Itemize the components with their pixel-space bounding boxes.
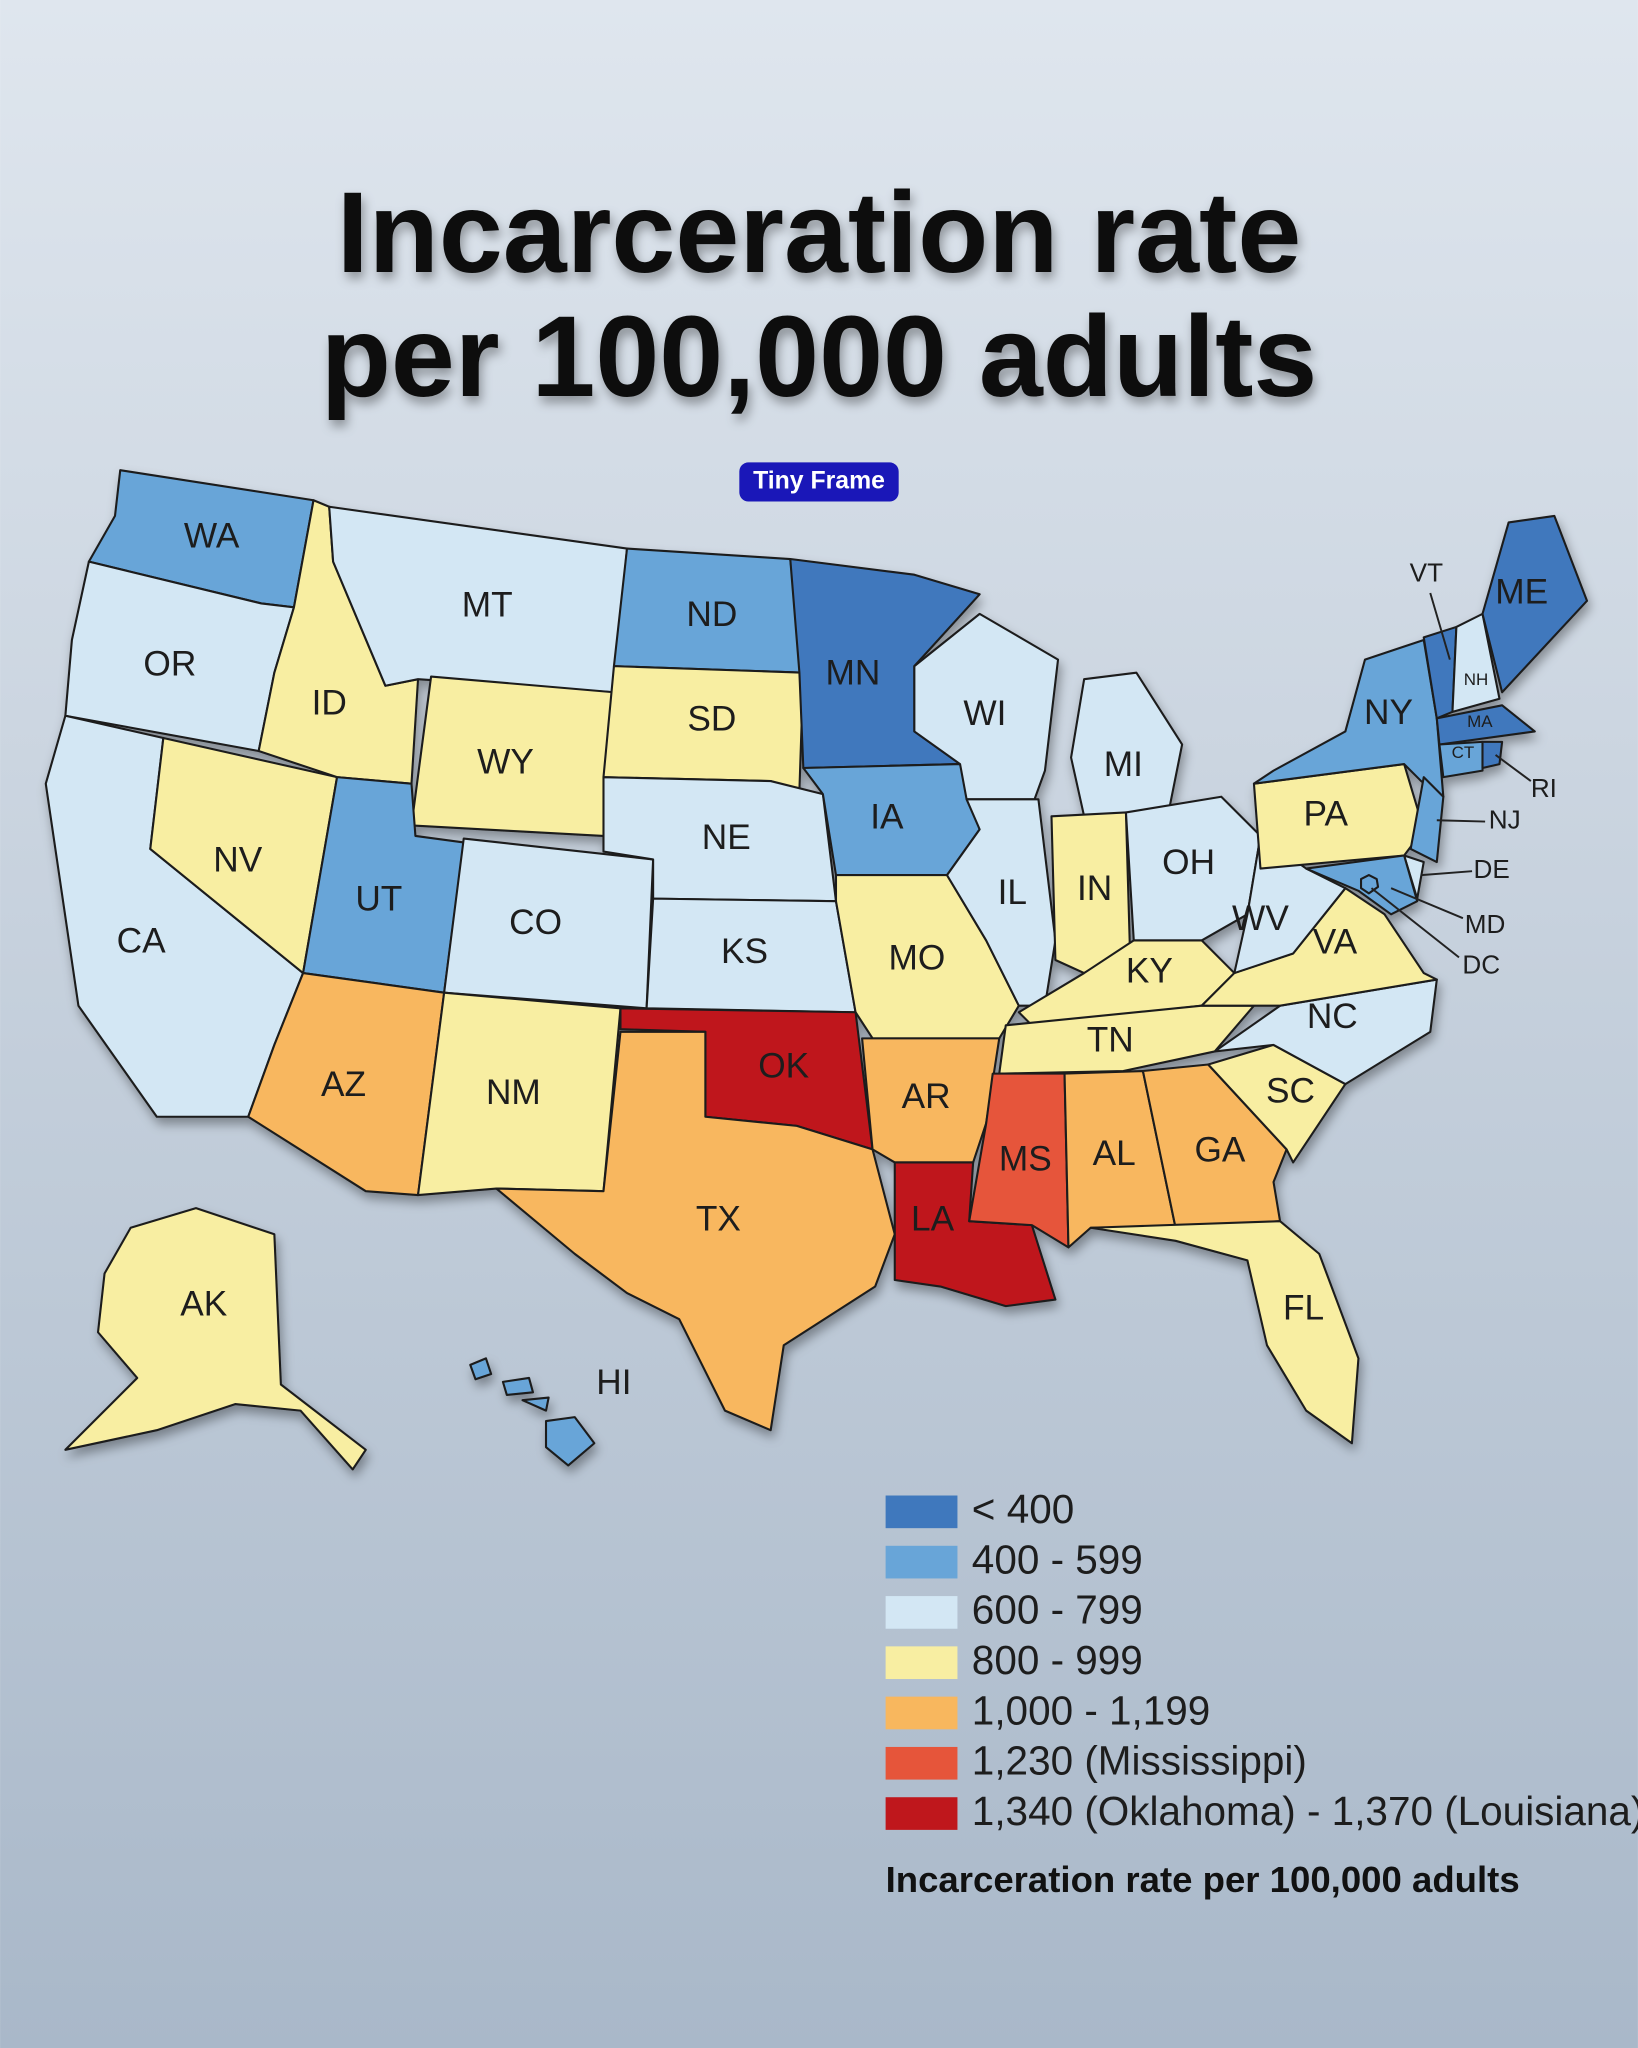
legend-title: Incarceration rate per 100,000 adults xyxy=(886,1859,1520,1900)
state xyxy=(1089,1220,1360,1445)
state xyxy=(1451,612,1501,713)
state-label: AZ xyxy=(321,1065,366,1104)
state-label: LA xyxy=(911,1200,955,1239)
state xyxy=(469,1357,493,1381)
state-label: KY xyxy=(1126,951,1173,990)
state-label: MO xyxy=(889,938,946,977)
state-label: WI xyxy=(963,694,1006,733)
legend-swatch xyxy=(885,1746,958,1780)
state-label: ND xyxy=(686,595,737,634)
state-label: NE xyxy=(702,818,751,857)
state xyxy=(495,1030,896,1432)
state-label: NC xyxy=(1307,997,1358,1036)
state-label: OH xyxy=(1162,843,1215,882)
state-label: NM xyxy=(486,1073,541,1112)
state-labels: WA OR CA NV ID MT WY UT CO AZ NM ND SD NE KS OK TX MN IA MO… xyxy=(117,516,1557,1401)
state-label: TX xyxy=(696,1200,741,1239)
legend-swatch xyxy=(885,1596,958,1629)
state-label: AK xyxy=(180,1284,228,1323)
state-label: ID xyxy=(312,684,347,723)
state xyxy=(893,1161,1057,1308)
state-label: TN xyxy=(1087,1021,1134,1060)
legend-label: 600 - 799 xyxy=(972,1587,1143,1633)
state-label: CA xyxy=(117,921,166,960)
leader-line xyxy=(1390,887,1464,920)
state-label: SD xyxy=(687,699,736,738)
state-label: KS xyxy=(721,932,768,971)
state xyxy=(1207,1043,1347,1164)
state-label: NH xyxy=(1464,670,1489,689)
state xyxy=(521,1396,550,1412)
leader-line xyxy=(1436,819,1486,823)
legend-label: 1,230 (Mississippi) xyxy=(972,1738,1307,1784)
state-label: PA xyxy=(1304,795,1349,834)
state xyxy=(1481,740,1504,770)
state-label: MN xyxy=(826,654,881,693)
state-label: OR xyxy=(143,644,196,683)
leader-line xyxy=(1429,592,1451,660)
badge-text: Tiny Frame xyxy=(753,468,885,495)
state-label: NJ xyxy=(1489,804,1521,834)
state-label: WV xyxy=(1232,899,1289,938)
state xyxy=(501,1376,535,1396)
badge xyxy=(739,462,899,502)
state xyxy=(1435,704,1536,746)
state-label: MD xyxy=(1465,909,1506,939)
state-label: FL xyxy=(1283,1288,1324,1327)
legend-label: 800 - 999 xyxy=(972,1637,1143,1683)
state-label: NV xyxy=(213,840,262,879)
state-label: DC xyxy=(1462,949,1500,979)
state-label: AL xyxy=(1093,1134,1136,1173)
state-label: MT xyxy=(462,586,513,625)
state-label: ME xyxy=(1495,573,1548,612)
state-label: UT xyxy=(355,880,402,919)
legend-swatch xyxy=(885,1495,958,1529)
state-label: GA xyxy=(1195,1130,1246,1169)
leader-line xyxy=(1494,754,1532,782)
state-label: WA xyxy=(184,516,240,555)
state-label: IA xyxy=(870,797,904,836)
state-label: VT xyxy=(1410,558,1443,588)
state-label: AR xyxy=(902,1077,951,1116)
legend-label: 1,340 (Oklahoma) - 1,370 (Louisiana) xyxy=(972,1788,1638,1834)
legend-label: 400 - 599 xyxy=(972,1536,1143,1582)
state-label: IN xyxy=(1077,869,1112,908)
states xyxy=(44,469,1589,1471)
state-label: MA xyxy=(1467,712,1493,731)
state xyxy=(544,1416,596,1467)
state-label: RI xyxy=(1531,773,1557,803)
legend-label: 1,000 - 1,199 xyxy=(972,1687,1211,1733)
legend-label: < 400 xyxy=(972,1486,1074,1532)
title-line: per 100,000 adults xyxy=(321,293,1318,421)
legend-swatch xyxy=(885,1797,958,1830)
state-label: VA xyxy=(1313,923,1358,962)
state xyxy=(1481,514,1589,694)
legend-swatch xyxy=(885,1646,958,1680)
state-label: NY xyxy=(1364,693,1413,732)
state-label: OK xyxy=(758,1047,809,1086)
state xyxy=(1409,776,1445,864)
state-label: WY xyxy=(477,742,534,781)
legend-swatch xyxy=(885,1545,958,1579)
state xyxy=(945,798,1057,1007)
state-label: HI xyxy=(596,1363,631,1402)
state-label: MI xyxy=(1104,745,1143,784)
state xyxy=(1438,740,1484,779)
state xyxy=(64,1207,367,1471)
state-label: MS xyxy=(999,1139,1052,1178)
state-label: IL xyxy=(998,873,1027,912)
legend-swatch xyxy=(885,1696,958,1730)
leader-line xyxy=(1370,887,1460,959)
state-label: SC xyxy=(1266,1072,1315,1111)
state-label: CO xyxy=(509,903,562,942)
state-label: DE xyxy=(1474,854,1510,884)
state-label: CT xyxy=(1452,743,1475,762)
title-line: Incarceration rate xyxy=(337,169,1302,297)
leader-line xyxy=(1421,870,1473,877)
